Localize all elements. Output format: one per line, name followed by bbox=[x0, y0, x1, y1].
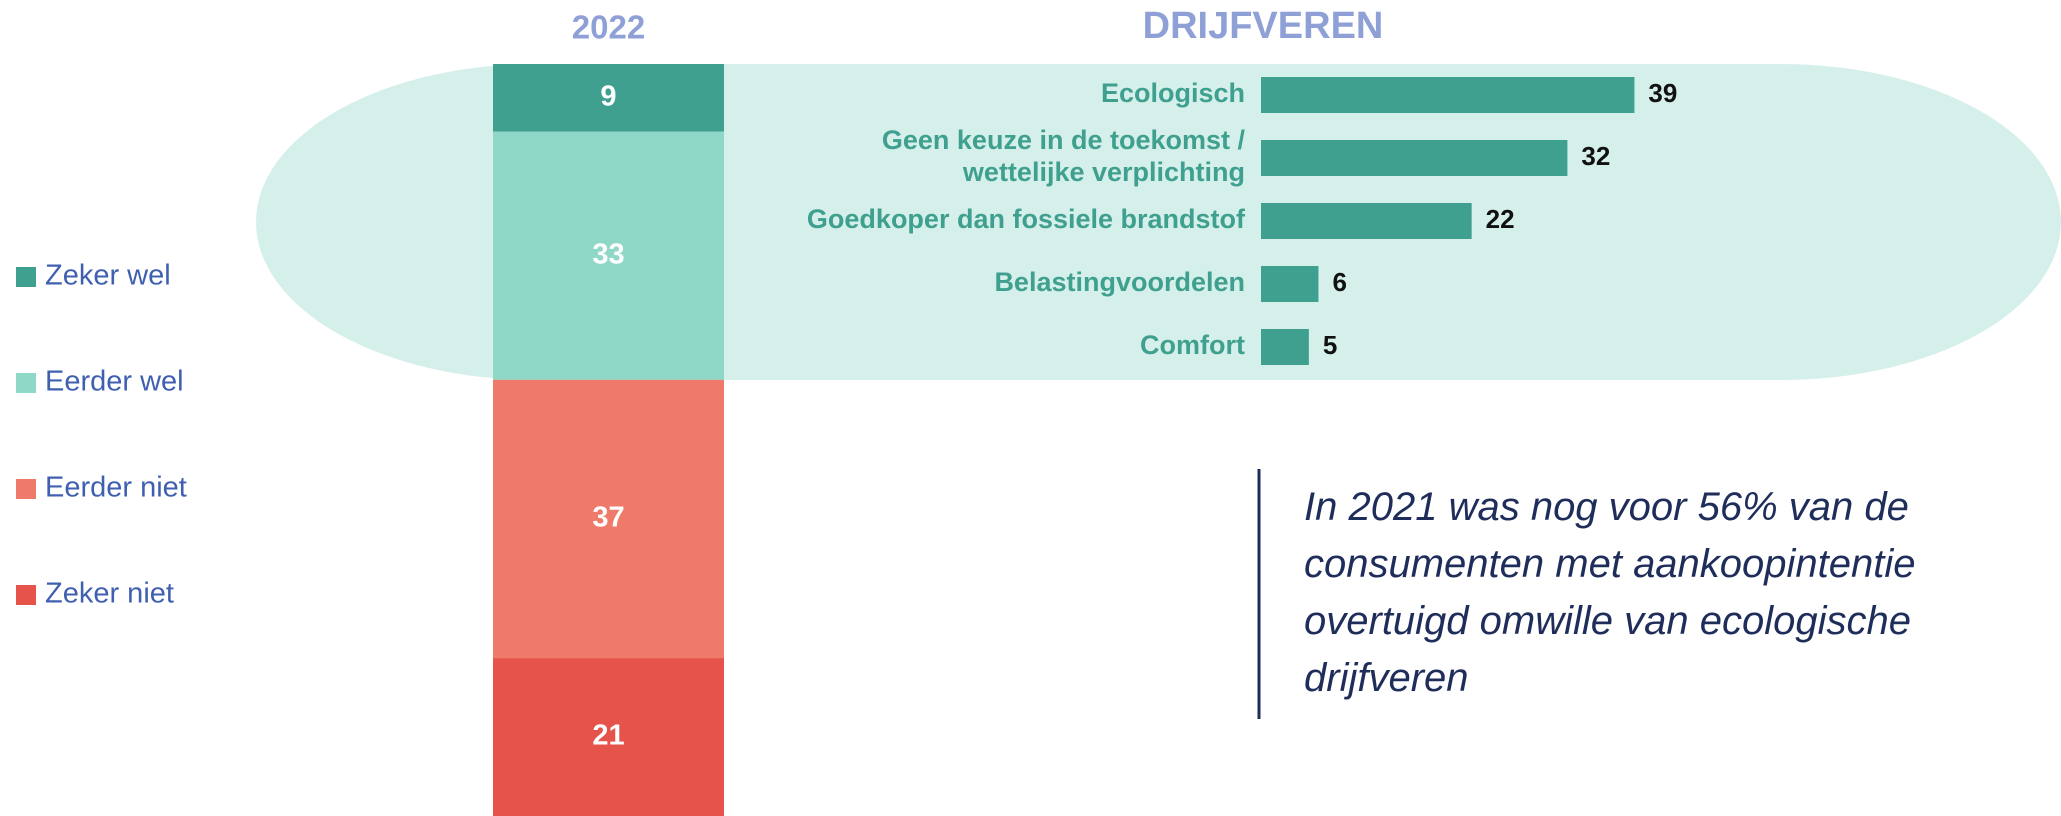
legend-label: Eerder niet bbox=[45, 472, 187, 504]
chart-title: 2022 bbox=[572, 9, 645, 46]
bar bbox=[1261, 266, 1319, 302]
annotation: In 2021 was nog voor 56% van de consument… bbox=[1304, 485, 1916, 700]
category-label: Ecologisch bbox=[1101, 78, 1245, 108]
legend-swatch bbox=[16, 479, 36, 499]
bar bbox=[1261, 203, 1472, 239]
legend-swatch bbox=[16, 373, 36, 393]
bar-segment bbox=[493, 658, 724, 816]
legend-label: Eerder wel bbox=[45, 366, 184, 398]
data-label: 39 bbox=[1648, 78, 1677, 108]
bar bbox=[1261, 77, 1635, 113]
data-label: 9 bbox=[600, 80, 616, 112]
bar bbox=[1261, 140, 1568, 176]
data-label: 6 bbox=[1332, 267, 1346, 297]
category-label: Geen keuze in de toekomst / wettelijke ve… bbox=[882, 125, 1246, 187]
legend-swatch bbox=[16, 267, 36, 287]
category-label: Goedkoper dan fossiele brandstof bbox=[807, 204, 1246, 234]
data-label: 33 bbox=[592, 238, 624, 270]
data-label: 32 bbox=[1581, 141, 1610, 171]
category-label: Belastingvoordelen bbox=[994, 267, 1245, 297]
legend-label: Zeker wel bbox=[45, 260, 171, 292]
data-label: 5 bbox=[1323, 330, 1337, 360]
legend-swatch bbox=[16, 585, 36, 605]
legend-label: Zeker niet bbox=[45, 578, 174, 610]
chart-title: DRIJFVEREN bbox=[1143, 5, 1384, 47]
bar bbox=[1261, 329, 1309, 365]
data-label: 22 bbox=[1486, 204, 1515, 234]
data-label: 21 bbox=[592, 720, 624, 752]
data-label: 37 bbox=[592, 502, 624, 534]
category-label: Comfort bbox=[1140, 330, 1245, 360]
bar-segment bbox=[493, 131, 724, 380]
bar-segment bbox=[493, 379, 724, 659]
bar-segment bbox=[493, 64, 724, 132]
